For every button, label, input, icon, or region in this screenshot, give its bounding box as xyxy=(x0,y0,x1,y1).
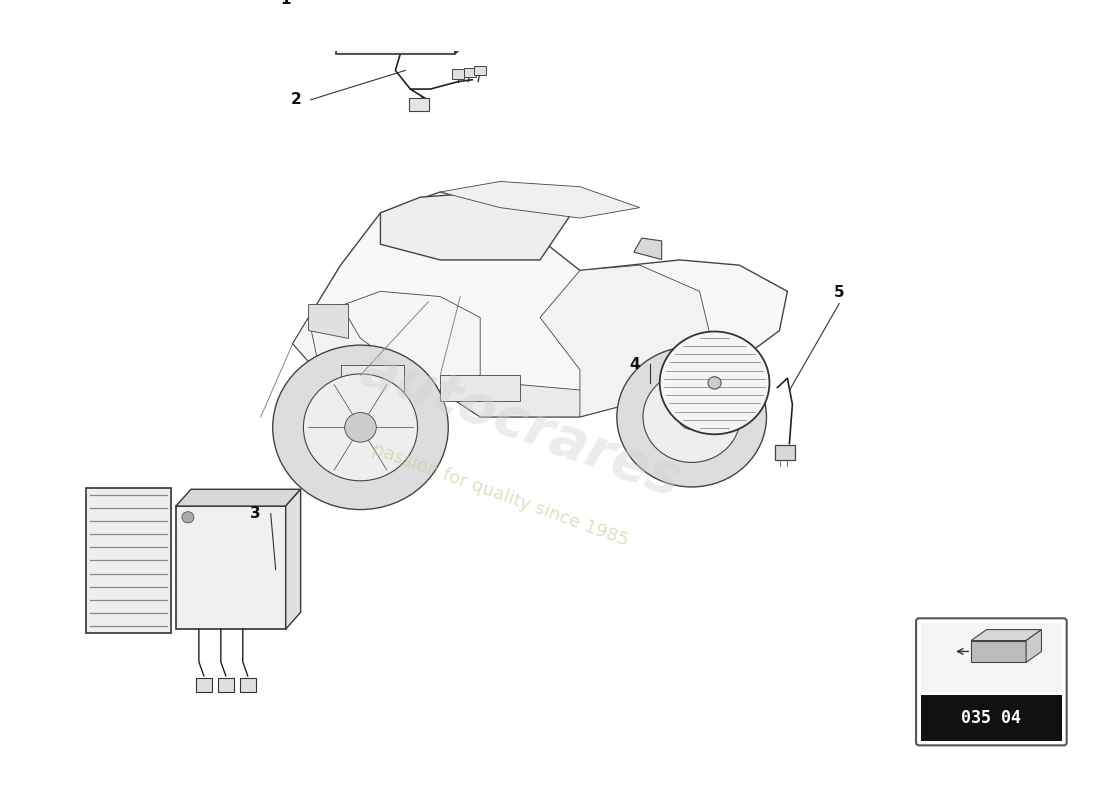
Polygon shape xyxy=(776,446,795,461)
Polygon shape xyxy=(440,182,640,218)
Text: 4: 4 xyxy=(629,357,640,372)
Polygon shape xyxy=(452,70,464,78)
Polygon shape xyxy=(309,305,349,338)
Polygon shape xyxy=(971,641,1026,662)
Circle shape xyxy=(708,377,722,389)
Polygon shape xyxy=(440,375,520,401)
Circle shape xyxy=(273,345,449,510)
Bar xyxy=(921,623,1062,691)
Polygon shape xyxy=(336,0,455,54)
Text: autocrares: autocrares xyxy=(352,342,688,508)
Circle shape xyxy=(644,371,740,462)
Text: 2: 2 xyxy=(290,92,301,107)
Text: 5: 5 xyxy=(834,285,845,300)
Polygon shape xyxy=(293,291,481,390)
Circle shape xyxy=(304,374,418,481)
Bar xyxy=(921,694,1062,741)
Polygon shape xyxy=(86,488,170,633)
Polygon shape xyxy=(341,365,405,390)
Polygon shape xyxy=(1026,630,1042,662)
Polygon shape xyxy=(176,506,286,629)
Polygon shape xyxy=(240,678,255,692)
Circle shape xyxy=(679,404,705,430)
Polygon shape xyxy=(474,66,486,75)
Polygon shape xyxy=(634,238,662,259)
Polygon shape xyxy=(309,305,405,390)
Polygon shape xyxy=(176,490,300,506)
Polygon shape xyxy=(440,383,587,417)
Circle shape xyxy=(344,413,376,442)
Text: 3: 3 xyxy=(251,506,261,521)
Polygon shape xyxy=(381,192,572,260)
Polygon shape xyxy=(218,678,234,692)
Text: passion for quality since 1985: passion for quality since 1985 xyxy=(370,440,630,550)
Polygon shape xyxy=(196,678,212,692)
Polygon shape xyxy=(293,192,788,417)
Circle shape xyxy=(617,347,767,487)
Text: 035 04: 035 04 xyxy=(961,709,1022,726)
Polygon shape xyxy=(409,98,429,110)
Circle shape xyxy=(660,331,769,434)
Polygon shape xyxy=(455,0,477,54)
Polygon shape xyxy=(464,67,476,77)
Polygon shape xyxy=(971,630,1042,641)
Polygon shape xyxy=(286,490,300,629)
Text: 1: 1 xyxy=(280,0,290,7)
Polygon shape xyxy=(540,265,719,417)
FancyBboxPatch shape xyxy=(916,618,1067,746)
Circle shape xyxy=(182,512,194,523)
